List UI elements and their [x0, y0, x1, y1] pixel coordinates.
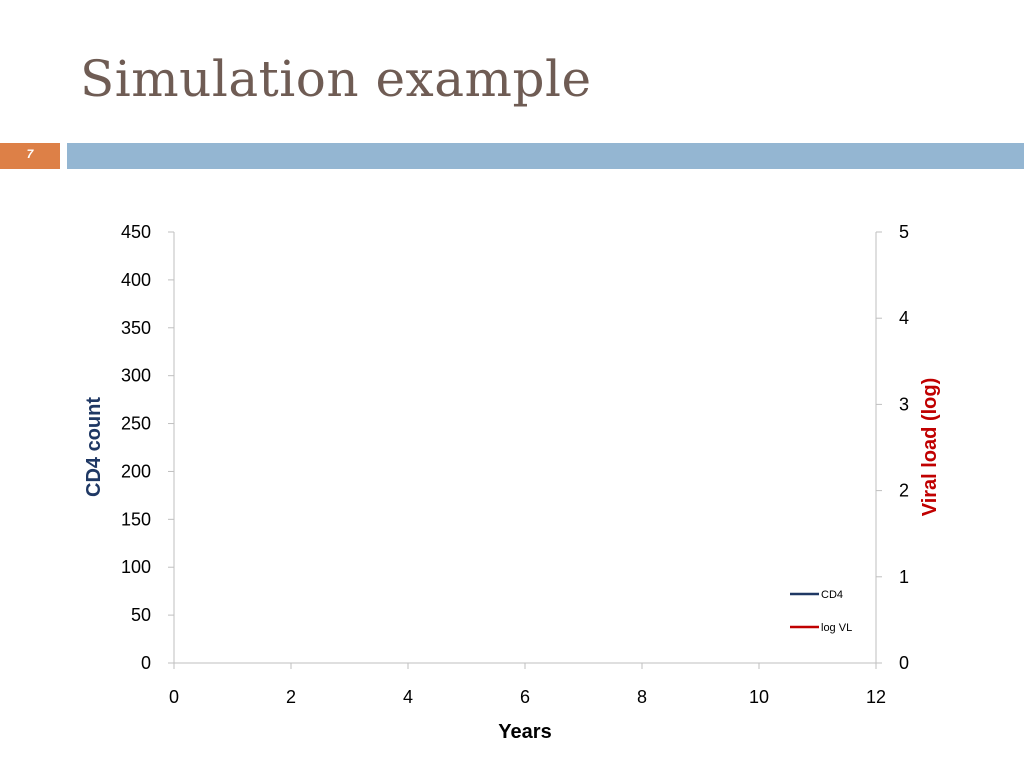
y-left-tick-label: 200	[121, 461, 151, 481]
y-left-tick-label: 250	[121, 414, 151, 434]
title-band	[67, 143, 1024, 169]
slide-title: Simulation example	[80, 50, 592, 108]
slide-number-badge: 7	[0, 143, 60, 169]
y-right-tick-label: 1	[899, 567, 909, 587]
y-left-tick-label: 350	[121, 318, 151, 338]
y-axis-right-label: Viral load (log)	[919, 378, 941, 517]
y-right-tick-label: 5	[899, 222, 909, 242]
x-tick-label: 4	[403, 687, 413, 707]
y-left-tick-label: 300	[121, 366, 151, 386]
x-tick-label: 12	[866, 687, 886, 707]
y-right-tick-label: 0	[899, 653, 909, 673]
y-left-tick-label: 150	[121, 509, 151, 529]
y-right-tick-label: 3	[899, 394, 909, 414]
legend-label: CD4	[821, 589, 843, 601]
y-left-tick-label: 0	[141, 653, 151, 673]
y-right-tick-label: 4	[899, 308, 909, 328]
x-tick-label: 6	[520, 687, 530, 707]
x-tick-label: 2	[286, 687, 296, 707]
x-axis-label: Years	[498, 721, 551, 743]
legend: CD4 log VL	[790, 589, 852, 634]
legend-label: log VL	[821, 622, 852, 634]
y-left-tick-label: 400	[121, 270, 151, 290]
y-left-tick-label: 50	[131, 605, 151, 625]
y-right-tick-label: 2	[899, 481, 909, 501]
x-tick-label: 0	[169, 687, 179, 707]
y-left-tick-label: 450	[121, 222, 151, 242]
y-left-tick-label: 100	[121, 557, 151, 577]
x-tick-label: 8	[637, 687, 647, 707]
y-axis-left-label: CD4 count	[83, 397, 105, 497]
x-tick-label: 10	[749, 687, 769, 707]
